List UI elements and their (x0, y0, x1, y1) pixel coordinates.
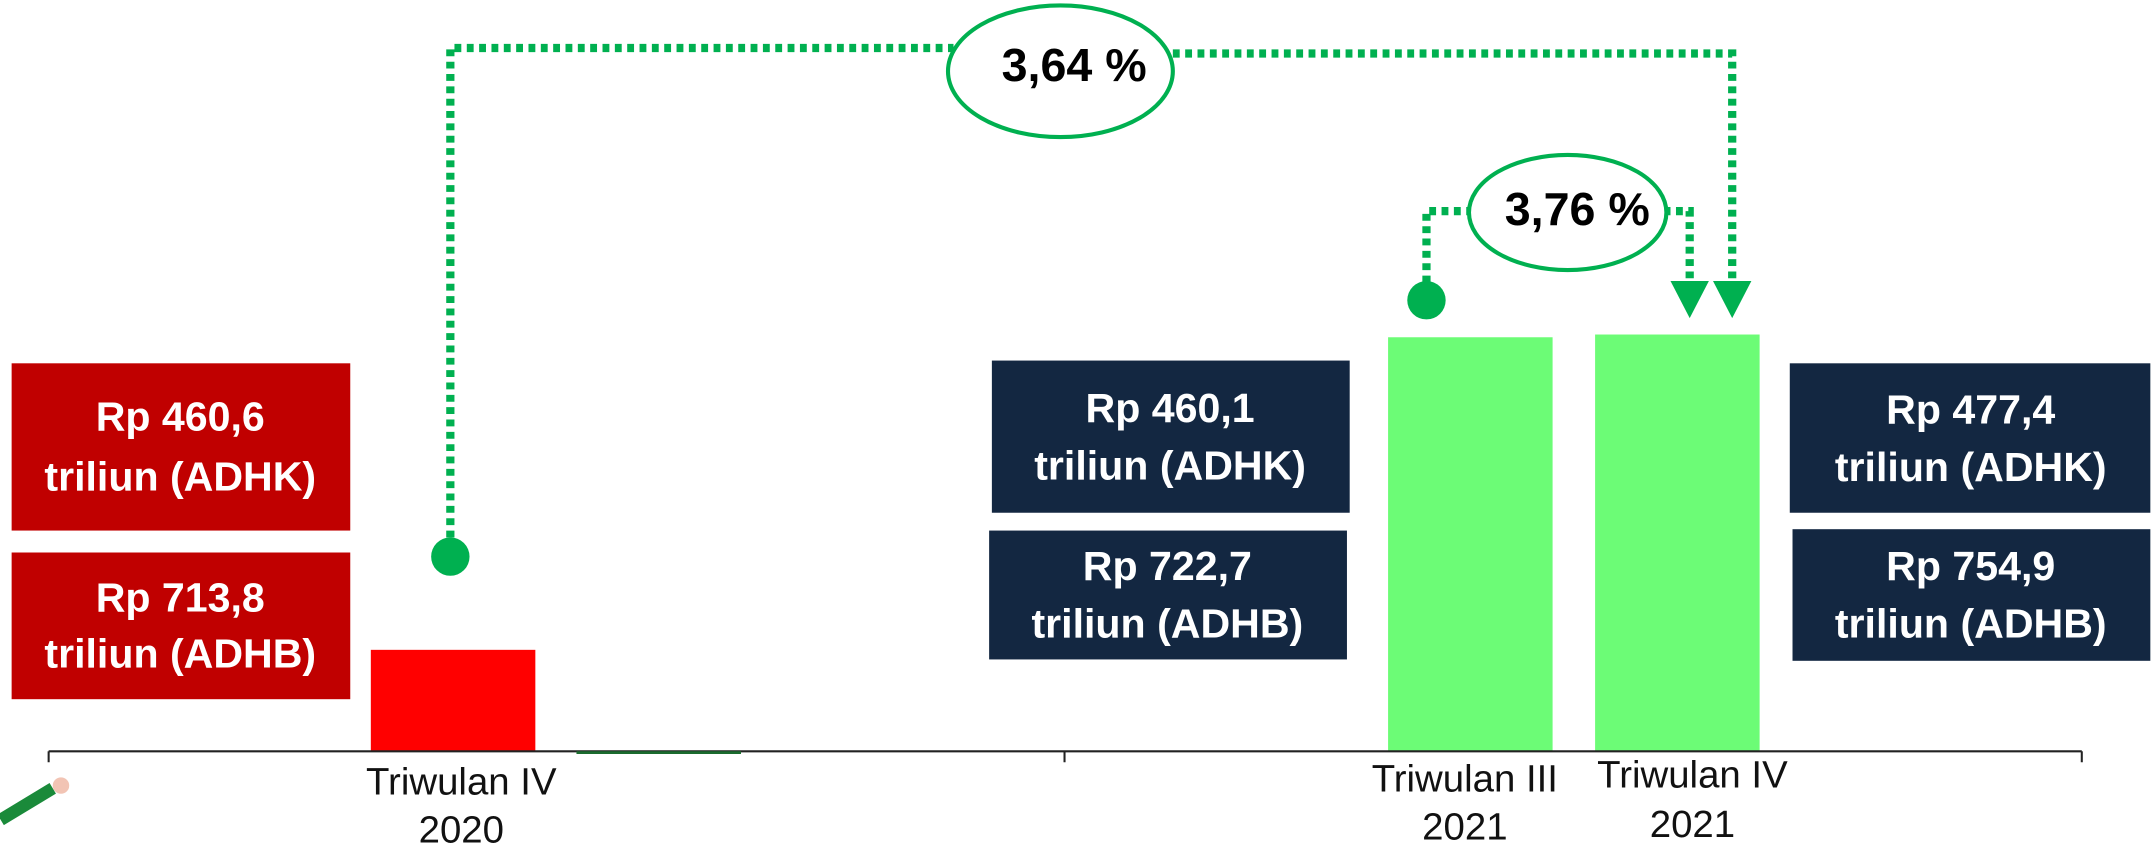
start-dot (1407, 281, 1446, 320)
growth-label: 3,76 % (1505, 183, 1650, 235)
adhk-unit: triliun (ADHK) (1835, 444, 2107, 490)
growth-label: 3,64 % (1002, 39, 1147, 91)
adhk-value: Rp 460,1 (1086, 385, 1255, 431)
connector (1422, 207, 1694, 286)
adhk-box (1789, 363, 2151, 513)
period-label: 2020 (419, 808, 504, 850)
adhb-unit: triliun (ADHB) (1835, 600, 2107, 646)
arrow-head (1670, 281, 1709, 319)
period-label: Triwulan IV (1597, 753, 1788, 796)
period-label: 2021 (1650, 803, 1735, 846)
start-dot (431, 537, 470, 576)
period-label: Triwulan IV (366, 760, 557, 803)
connector (446, 43, 1737, 538)
adhb-box (989, 530, 1347, 660)
bar (370, 649, 536, 752)
adhb-unit: triliun (ADHB) (1031, 600, 1303, 646)
adhb-value: Rp 722,7 (1083, 543, 1252, 589)
adhb-unit: triliun (ADHB) (44, 631, 316, 677)
adhk-unit: triliun (ADHK) (44, 454, 316, 500)
adhk-value: Rp 460,6 (96, 393, 265, 439)
adhk-value: Rp 477,4 (1886, 387, 2055, 433)
adhk-box (11, 363, 351, 531)
adhb-value: Rp 754,9 (1886, 543, 2055, 589)
adhk-box (991, 360, 1350, 513)
adhb-box (1792, 529, 2151, 661)
adhb-box (11, 552, 351, 700)
adhb-value: Rp 713,8 (96, 574, 265, 620)
decoration (0, 783, 56, 826)
axis (47, 750, 2083, 763)
adhk-unit: triliun (ADHK) (1034, 443, 1306, 489)
decoration (52, 777, 70, 794)
period-label: Triwulan III (1372, 758, 1558, 801)
growth-ellipse (945, 3, 1175, 140)
bar (1388, 337, 1553, 752)
period-label: 2021 (1422, 806, 1507, 849)
bar (1595, 334, 1760, 752)
arrow-head (1713, 281, 1752, 319)
growth-ellipse (1466, 152, 1669, 273)
